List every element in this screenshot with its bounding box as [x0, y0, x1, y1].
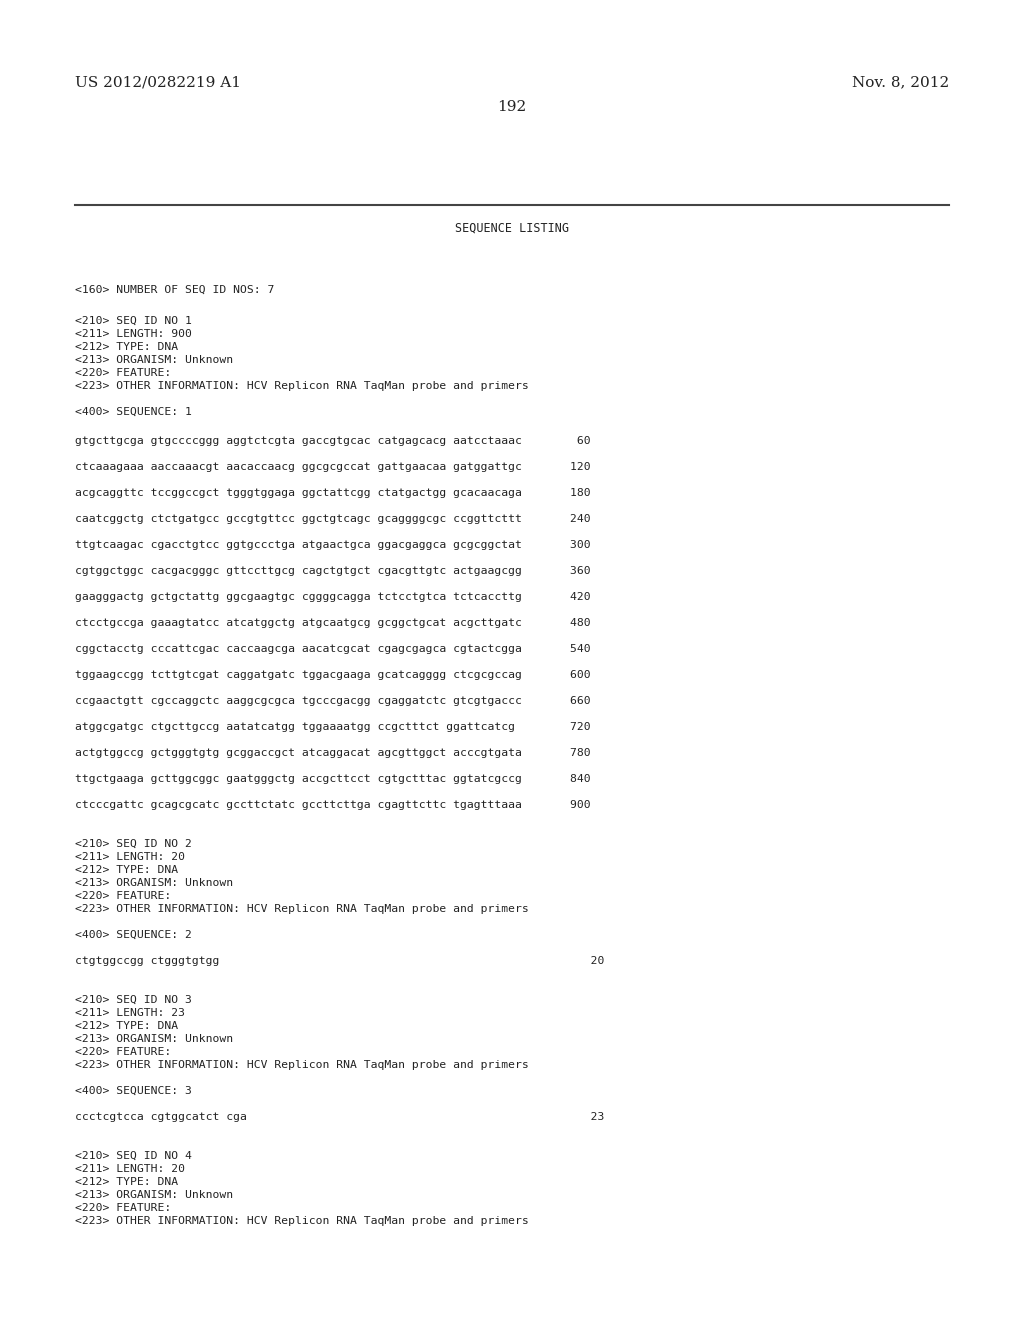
Text: ccgaactgtt cgccaggctc aaggcgcgca tgcccgacgg cgaggatctc gtcgtgaccc       660: ccgaactgtt cgccaggctc aaggcgcgca tgcccga…	[75, 696, 591, 706]
Text: <212> TYPE: DNA: <212> TYPE: DNA	[75, 1020, 178, 1031]
Text: <211> LENGTH: 900: <211> LENGTH: 900	[75, 329, 191, 339]
Text: actgtggccg gctgggtgtg gcggaccgct atcaggacat agcgttggct acccgtgata       780: actgtggccg gctgggtgtg gcggaccgct atcagga…	[75, 748, 591, 758]
Text: SEQUENCE LISTING: SEQUENCE LISTING	[455, 222, 569, 235]
Text: <211> LENGTH: 20: <211> LENGTH: 20	[75, 851, 185, 862]
Text: 192: 192	[498, 100, 526, 114]
Text: ttgctgaaga gcttggcggc gaatgggctg accgcttcct cgtgctttac ggtatcgccg       840: ttgctgaaga gcttggcggc gaatgggctg accgctt…	[75, 774, 591, 784]
Text: <400> SEQUENCE: 1: <400> SEQUENCE: 1	[75, 407, 191, 417]
Text: <220> FEATURE:: <220> FEATURE:	[75, 368, 171, 378]
Text: ctcaaagaaa aaccaaacgt aacaccaacg ggcgcgccat gattgaacaa gatggattgc       120: ctcaaagaaa aaccaaacgt aacaccaacg ggcgcgc…	[75, 462, 591, 473]
Text: <211> LENGTH: 20: <211> LENGTH: 20	[75, 1164, 185, 1173]
Text: <220> FEATURE:: <220> FEATURE:	[75, 891, 171, 902]
Text: <160> NUMBER OF SEQ ID NOS: 7: <160> NUMBER OF SEQ ID NOS: 7	[75, 285, 274, 294]
Text: ctcccgattc gcagcgcatc gccttctatc gccttcttga cgagttcttc tgagtttaaa       900: ctcccgattc gcagcgcatc gccttctatc gccttct…	[75, 800, 591, 810]
Text: <213> ORGANISM: Unknown: <213> ORGANISM: Unknown	[75, 1034, 233, 1044]
Text: atggcgatgc ctgcttgccg aatatcatgg tggaaaatgg ccgctttct ggattcatcg        720: atggcgatgc ctgcttgccg aatatcatgg tggaaaa…	[75, 722, 591, 733]
Text: cgtggctggc cacgacgggc gttccttgcg cagctgtgct cgacgttgtc actgaagcgg       360: cgtggctggc cacgacgggc gttccttgcg cagctgt…	[75, 566, 591, 576]
Text: <220> FEATURE:: <220> FEATURE:	[75, 1047, 171, 1057]
Text: <210> SEQ ID NO 1: <210> SEQ ID NO 1	[75, 315, 191, 326]
Text: gaagggactg gctgctattg ggcgaagtgc cggggcagga tctcctgtca tctcaccttg       420: gaagggactg gctgctattg ggcgaagtgc cggggca…	[75, 591, 591, 602]
Text: <223> OTHER INFORMATION: HCV Replicon RNA TaqMan probe and primers: <223> OTHER INFORMATION: HCV Replicon RN…	[75, 1060, 528, 1071]
Text: US 2012/0282219 A1: US 2012/0282219 A1	[75, 75, 241, 88]
Text: caatcggctg ctctgatgcc gccgtgttcc ggctgtcagc gcaggggcgc ccggttcttt       240: caatcggctg ctctgatgcc gccgtgttcc ggctgtc…	[75, 513, 591, 524]
Text: <213> ORGANISM: Unknown: <213> ORGANISM: Unknown	[75, 355, 233, 366]
Text: <210> SEQ ID NO 2: <210> SEQ ID NO 2	[75, 840, 191, 849]
Text: <212> TYPE: DNA: <212> TYPE: DNA	[75, 865, 178, 875]
Text: <212> TYPE: DNA: <212> TYPE: DNA	[75, 342, 178, 352]
Text: <213> ORGANISM: Unknown: <213> ORGANISM: Unknown	[75, 878, 233, 888]
Text: <210> SEQ ID NO 3: <210> SEQ ID NO 3	[75, 995, 191, 1005]
Text: <400> SEQUENCE: 3: <400> SEQUENCE: 3	[75, 1086, 191, 1096]
Text: <400> SEQUENCE: 2: <400> SEQUENCE: 2	[75, 931, 191, 940]
Text: tggaagccgg tcttgtcgat caggatgatc tggacgaaga gcatcagggg ctcgcgccag       600: tggaagccgg tcttgtcgat caggatgatc tggacga…	[75, 671, 591, 680]
Text: <223> OTHER INFORMATION: HCV Replicon RNA TaqMan probe and primers: <223> OTHER INFORMATION: HCV Replicon RN…	[75, 1216, 528, 1226]
Text: <220> FEATURE:: <220> FEATURE:	[75, 1203, 171, 1213]
Text: ttgtcaagac cgacctgtcc ggtgccctga atgaactgca ggacgaggca gcgcggctat       300: ttgtcaagac cgacctgtcc ggtgccctga atgaact…	[75, 540, 591, 550]
Text: ccctcgtcca cgtggcatct cga                                                  23: ccctcgtcca cgtggcatct cga 23	[75, 1111, 604, 1122]
Text: <211> LENGTH: 23: <211> LENGTH: 23	[75, 1008, 185, 1018]
Text: cggctacctg cccattcgac caccaagcga aacatcgcat cgagcgagca cgtactcgga       540: cggctacctg cccattcgac caccaagcga aacatcg…	[75, 644, 591, 653]
Text: <223> OTHER INFORMATION: HCV Replicon RNA TaqMan probe and primers: <223> OTHER INFORMATION: HCV Replicon RN…	[75, 381, 528, 391]
Text: ctgtggccgg ctgggtgtgg                                                      20: ctgtggccgg ctgggtgtgg 20	[75, 956, 604, 966]
Text: <213> ORGANISM: Unknown: <213> ORGANISM: Unknown	[75, 1191, 233, 1200]
Text: <210> SEQ ID NO 4: <210> SEQ ID NO 4	[75, 1151, 191, 1162]
Text: acgcaggttc tccggccgct tgggtggaga ggctattcgg ctatgactgg gcacaacaga       180: acgcaggttc tccggccgct tgggtggaga ggctatt…	[75, 488, 591, 498]
Text: ctcctgccga gaaagtatcc atcatggctg atgcaatgcg gcggctgcat acgcttgatc       480: ctcctgccga gaaagtatcc atcatggctg atgcaat…	[75, 618, 591, 628]
Text: Nov. 8, 2012: Nov. 8, 2012	[852, 75, 949, 88]
Text: gtgcttgcga gtgccccggg aggtctcgta gaccgtgcac catgagcacg aatcctaaac        60: gtgcttgcga gtgccccggg aggtctcgta gaccgtg…	[75, 436, 591, 446]
Text: <223> OTHER INFORMATION: HCV Replicon RNA TaqMan probe and primers: <223> OTHER INFORMATION: HCV Replicon RN…	[75, 904, 528, 913]
Text: <212> TYPE: DNA: <212> TYPE: DNA	[75, 1177, 178, 1187]
